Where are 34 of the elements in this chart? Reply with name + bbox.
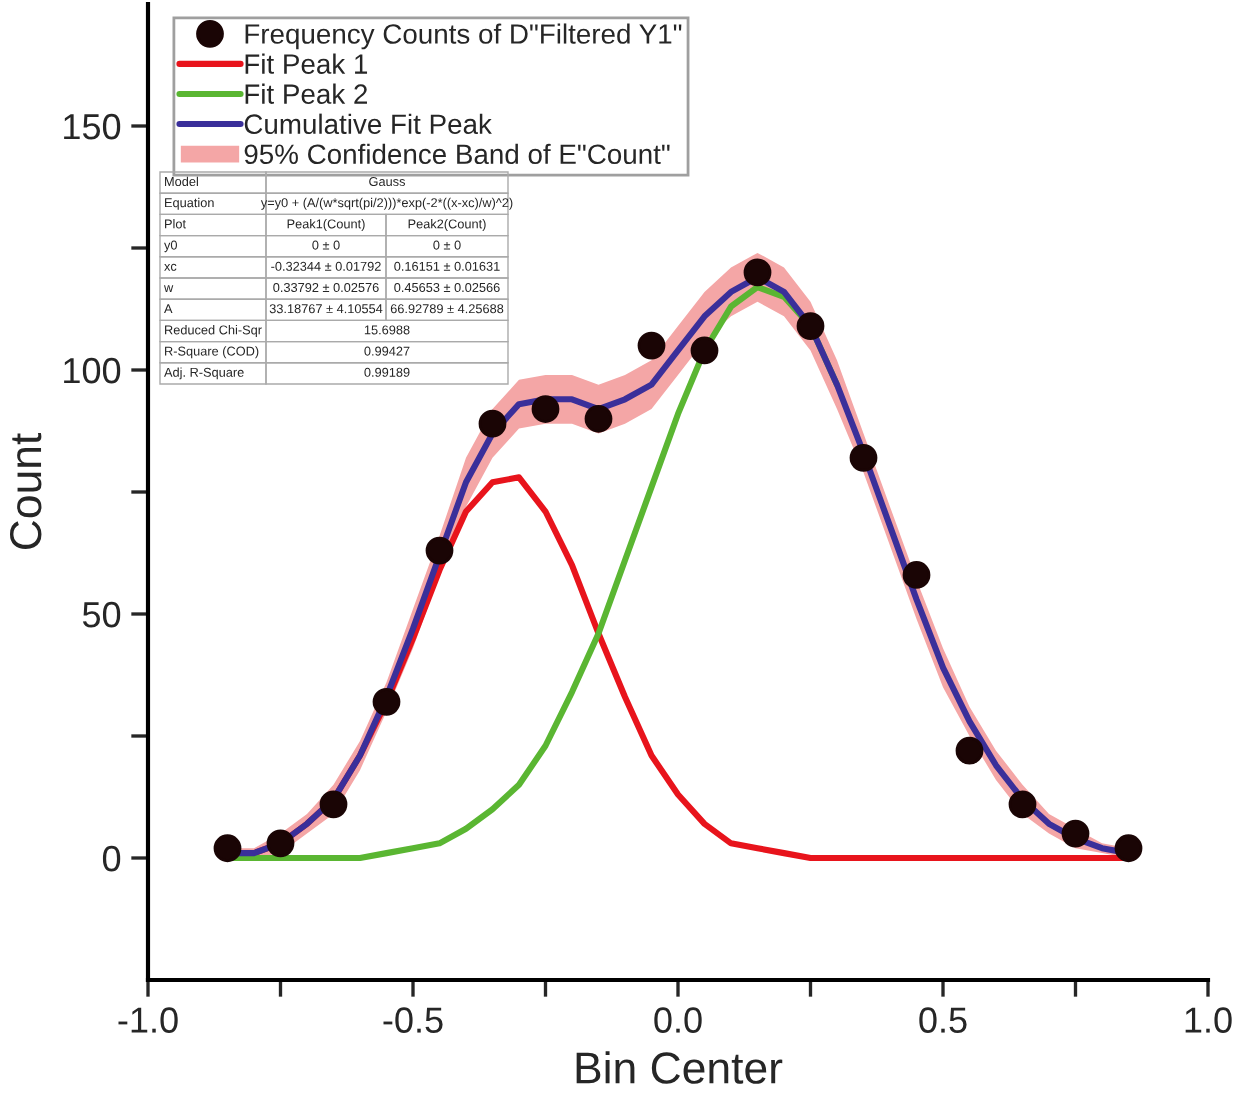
point <box>266 829 295 858</box>
legend-label: Cumulative Fit Peak <box>244 113 492 135</box>
point <box>796 312 825 340</box>
point <box>1008 790 1037 819</box>
y-tick-label: 0 <box>102 845 121 872</box>
legend-label: Fit Peak 1 <box>245 53 368 74</box>
point <box>637 331 666 360</box>
point <box>425 536 454 565</box>
point <box>1061 819 1090 848</box>
x-tick-label: 1.0 <box>1185 1007 1232 1033</box>
x-tick-label: 0.0 <box>654 1007 702 1033</box>
point <box>213 834 242 863</box>
x-tick-label: -0.5 <box>383 1007 443 1033</box>
x-tick-label: -1.0 <box>118 1007 178 1033</box>
point <box>319 790 348 819</box>
point <box>902 561 931 589</box>
point <box>849 443 878 472</box>
y-tick-label: 150 <box>64 113 121 140</box>
x-tick-label: 0.5 <box>919 1007 967 1033</box>
y-tick-label: 50 <box>82 601 121 628</box>
point <box>584 404 613 433</box>
point <box>372 687 401 716</box>
legend-label: Frequency Counts of D"Filtered Y1" <box>245 23 682 50</box>
annotation: 95% Confidence Band of E"Count" <box>244 143 670 165</box>
point <box>478 409 507 438</box>
point <box>955 736 984 765</box>
legend-label: Fit Peak 2 <box>245 83 367 104</box>
point <box>743 258 772 287</box>
point <box>1114 834 1143 863</box>
point <box>531 395 560 423</box>
x-axis-title: Bin Center <box>576 1051 783 1084</box>
point <box>690 336 719 365</box>
y-axis-title: Count <box>10 433 42 550</box>
y-tick-label: 100 <box>64 357 121 384</box>
